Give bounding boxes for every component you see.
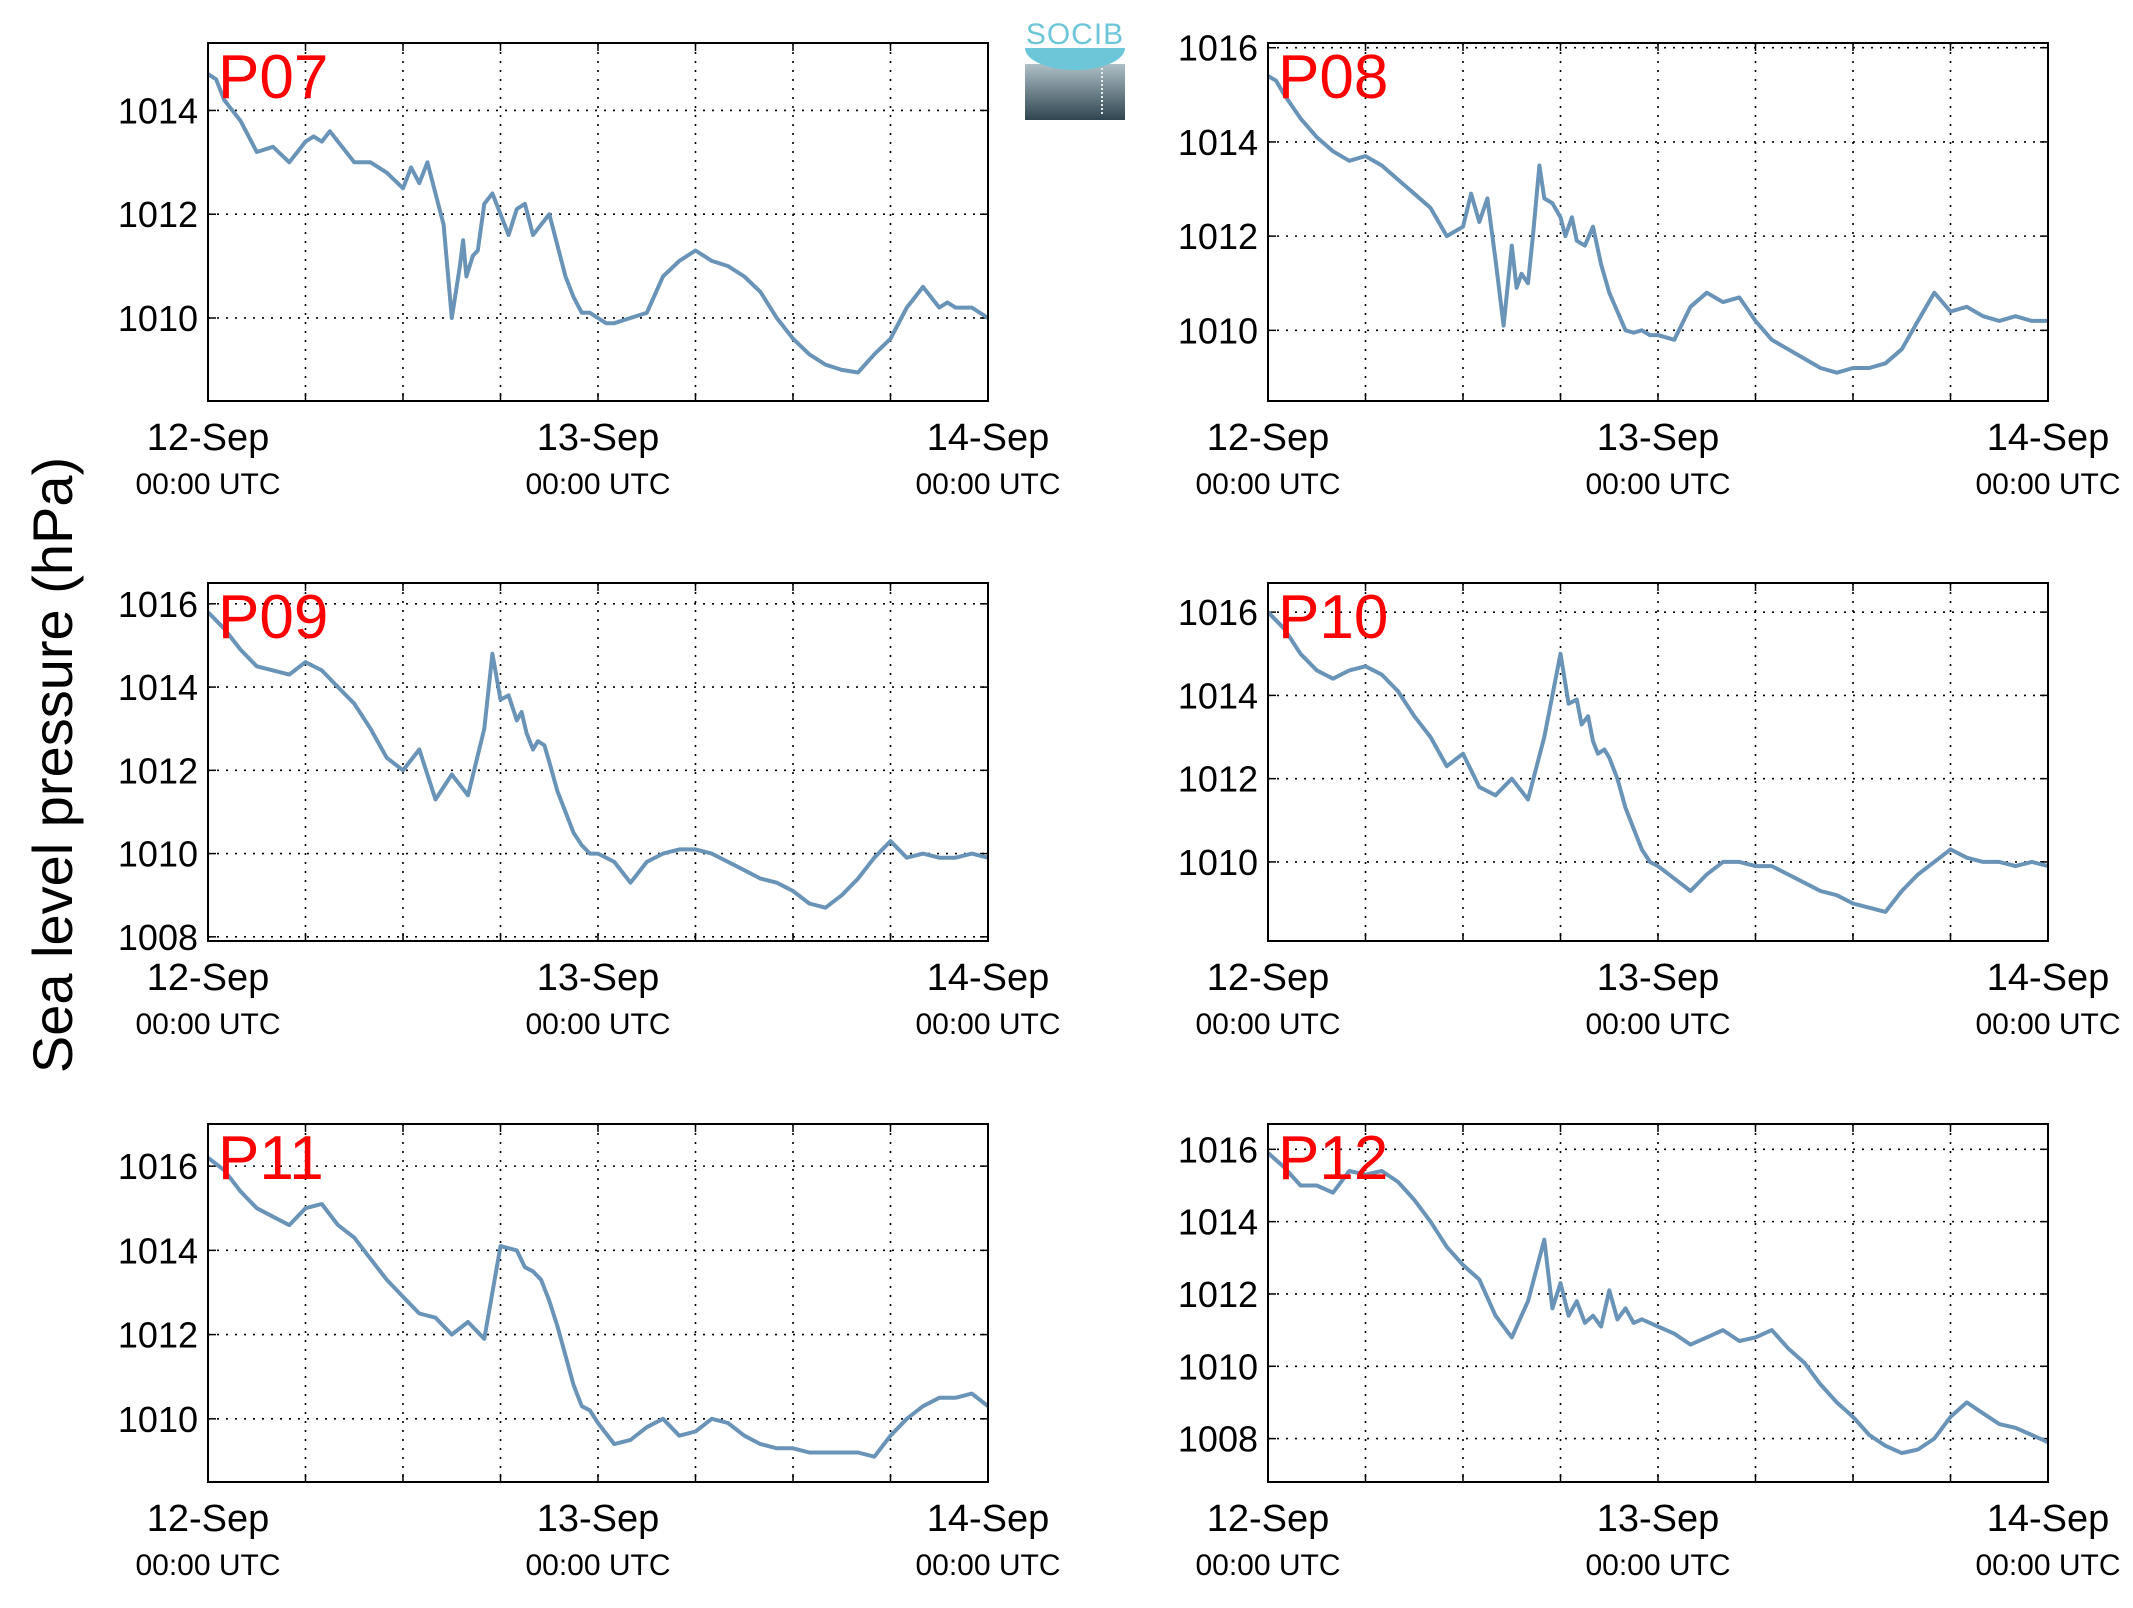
x-tick-label-date: 14-Sep bbox=[1987, 1498, 2110, 1540]
x-tick-label-date: 13-Sep bbox=[537, 417, 660, 459]
y-tick-label: 1010 bbox=[118, 834, 198, 875]
station-label: P12 bbox=[1278, 1124, 1388, 1193]
x-tick-label-time: 00:00 UTC bbox=[1975, 468, 2120, 501]
station-label: P11 bbox=[218, 1124, 324, 1193]
station-label: P09 bbox=[218, 583, 328, 652]
y-tick-label: 1012 bbox=[1178, 216, 1258, 257]
x-tick-label-time: 00:00 UTC bbox=[135, 1549, 280, 1582]
y-tick-label: 1016 bbox=[118, 584, 198, 625]
y-tick-label: 1008 bbox=[118, 917, 198, 958]
series-line-p10 bbox=[1266, 610, 2049, 914]
y-tick-label: 1012 bbox=[118, 1315, 198, 1356]
y-tick-label: 1012 bbox=[118, 194, 198, 235]
x-tick-label-date: 12-Sep bbox=[1207, 417, 1330, 459]
axes-frame bbox=[1267, 582, 2049, 942]
panel-p08: 1010 1012 1014 1016 12-Sep 00:00 UTC 13-Sep 00:… bbox=[1178, 28, 2121, 501]
y-tick-label: 1014 bbox=[1178, 1202, 1258, 1243]
plot-area bbox=[208, 1124, 988, 1482]
axes-frame bbox=[207, 1123, 989, 1483]
y-tick-label: 1014 bbox=[1178, 675, 1258, 716]
x-tick-label-date: 12-Sep bbox=[147, 417, 270, 459]
panel-p09: 1008 1010 1012 1014 1016 12-Sep 00:00 UTC 13-Se… bbox=[118, 582, 1061, 1041]
panel-p10: 1010 1012 1014 1016 12-Sep 00:00 UTC 13-Sep 00:… bbox=[1178, 582, 2121, 1041]
logo-wave bbox=[1025, 48, 1125, 70]
x-tick-label-date: 14-Sep bbox=[927, 1498, 1050, 1540]
x-tick-label-time: 00:00 UTC bbox=[1585, 1549, 1730, 1582]
x-tick-label-time: 00:00 UTC bbox=[1585, 1008, 1730, 1041]
x-tick-label-time: 00:00 UTC bbox=[915, 1549, 1060, 1582]
x-tick-label-date: 14-Sep bbox=[1987, 957, 2110, 999]
y-tick-label: 1010 bbox=[118, 1399, 198, 1440]
x-tick-label-time: 00:00 UTC bbox=[525, 1549, 670, 1582]
y-tick-label: 1014 bbox=[118, 667, 198, 708]
x-tick-label-time: 00:00 UTC bbox=[1195, 468, 1340, 501]
x-tick-label-time: 00:00 UTC bbox=[915, 468, 1060, 501]
x-tick-label-date: 13-Sep bbox=[537, 957, 660, 999]
y-tick-label: 1016 bbox=[118, 1146, 198, 1187]
y-axis-label: Sea level pressure (hPa) bbox=[21, 457, 84, 1073]
x-tick-label-date: 14-Sep bbox=[1987, 417, 2110, 459]
x-tick-label-time: 00:00 UTC bbox=[1585, 468, 1730, 501]
station-label: P08 bbox=[1278, 43, 1388, 112]
x-tick-label-date: 13-Sep bbox=[1597, 1498, 1720, 1540]
panel-p12: 1008 1010 1012 1014 1016 12-Sep 00:00 UTC 13-Se… bbox=[1178, 1123, 2121, 1582]
y-tick-label: 1012 bbox=[1178, 1274, 1258, 1315]
socib-logo: SOCIB bbox=[1025, 18, 1125, 120]
y-tick-label: 1010 bbox=[1178, 1346, 1258, 1387]
axes-frame bbox=[1267, 42, 2049, 402]
series-line-p07 bbox=[206, 72, 990, 375]
x-tick-label-time: 00:00 UTC bbox=[1975, 1549, 2120, 1582]
x-tick-label-date: 12-Sep bbox=[147, 1498, 270, 1540]
y-tick-label: 1008 bbox=[1178, 1419, 1258, 1460]
logo-text: SOCIB bbox=[1025, 18, 1125, 51]
logo-dots bbox=[1101, 68, 1103, 114]
x-tick-label-time: 00:00 UTC bbox=[525, 468, 670, 501]
x-tick-label-time: 00:00 UTC bbox=[915, 1008, 1060, 1041]
station-label: P07 bbox=[218, 43, 328, 112]
x-tick-label-time: 00:00 UTC bbox=[1195, 1549, 1340, 1582]
y-tick-label: 1016 bbox=[1178, 28, 1258, 69]
axes-frame bbox=[1267, 1123, 2049, 1483]
series-line-p12 bbox=[1266, 1151, 2049, 1456]
y-tick-label: 1010 bbox=[1178, 842, 1258, 883]
panel-p11: 1010 1012 1014 1016 12-Sep 00:00 UTC 13-Sep 00:… bbox=[118, 1123, 1061, 1582]
x-tick-label-time: 00:00 UTC bbox=[1975, 1008, 2120, 1041]
x-tick-label-date: 13-Sep bbox=[1597, 957, 1720, 999]
panels: 1010 1012 1014 12-Sep 00:00 UTC 13-Sep 00:00 U… bbox=[118, 28, 2121, 1582]
y-tick-label: 1014 bbox=[118, 1230, 198, 1271]
y-tick-label: 1010 bbox=[1178, 310, 1258, 351]
axes-frame bbox=[207, 582, 989, 942]
x-tick-label-time: 00:00 UTC bbox=[525, 1008, 670, 1041]
y-tick-label: 1014 bbox=[1178, 122, 1258, 163]
y-tick-label: 1012 bbox=[1178, 759, 1258, 800]
x-tick-label-date: 12-Sep bbox=[1207, 1498, 1330, 1540]
y-tick-label: 1016 bbox=[1178, 592, 1258, 633]
panel-p07: 1010 1012 1014 12-Sep 00:00 UTC 13-Sep 00:00 U… bbox=[118, 42, 1061, 501]
y-tick-label: 1014 bbox=[118, 90, 198, 131]
series-line-p08 bbox=[1266, 74, 2048, 375]
x-tick-label-time: 00:00 UTC bbox=[135, 468, 280, 501]
x-tick-label-time: 00:00 UTC bbox=[135, 1008, 280, 1041]
series-line-p09 bbox=[206, 610, 989, 910]
x-tick-label-date: 13-Sep bbox=[1597, 417, 1720, 459]
y-tick-label: 1012 bbox=[118, 750, 198, 791]
x-tick-label-date: 14-Sep bbox=[927, 417, 1050, 459]
y-tick-label: 1010 bbox=[118, 298, 198, 339]
x-tick-label-date: 12-Sep bbox=[147, 957, 270, 999]
x-tick-label-date: 14-Sep bbox=[927, 957, 1050, 999]
axes-frame bbox=[207, 42, 989, 402]
x-tick-label-date: 13-Sep bbox=[537, 1498, 660, 1540]
y-tick-label: 1016 bbox=[1178, 1129, 1258, 1170]
series-line-p11 bbox=[206, 1156, 990, 1459]
station-label: P10 bbox=[1278, 583, 1388, 652]
x-tick-label-date: 12-Sep bbox=[1207, 957, 1330, 999]
x-tick-label-time: 00:00 UTC bbox=[1195, 1008, 1340, 1041]
logo-box bbox=[1025, 64, 1125, 120]
